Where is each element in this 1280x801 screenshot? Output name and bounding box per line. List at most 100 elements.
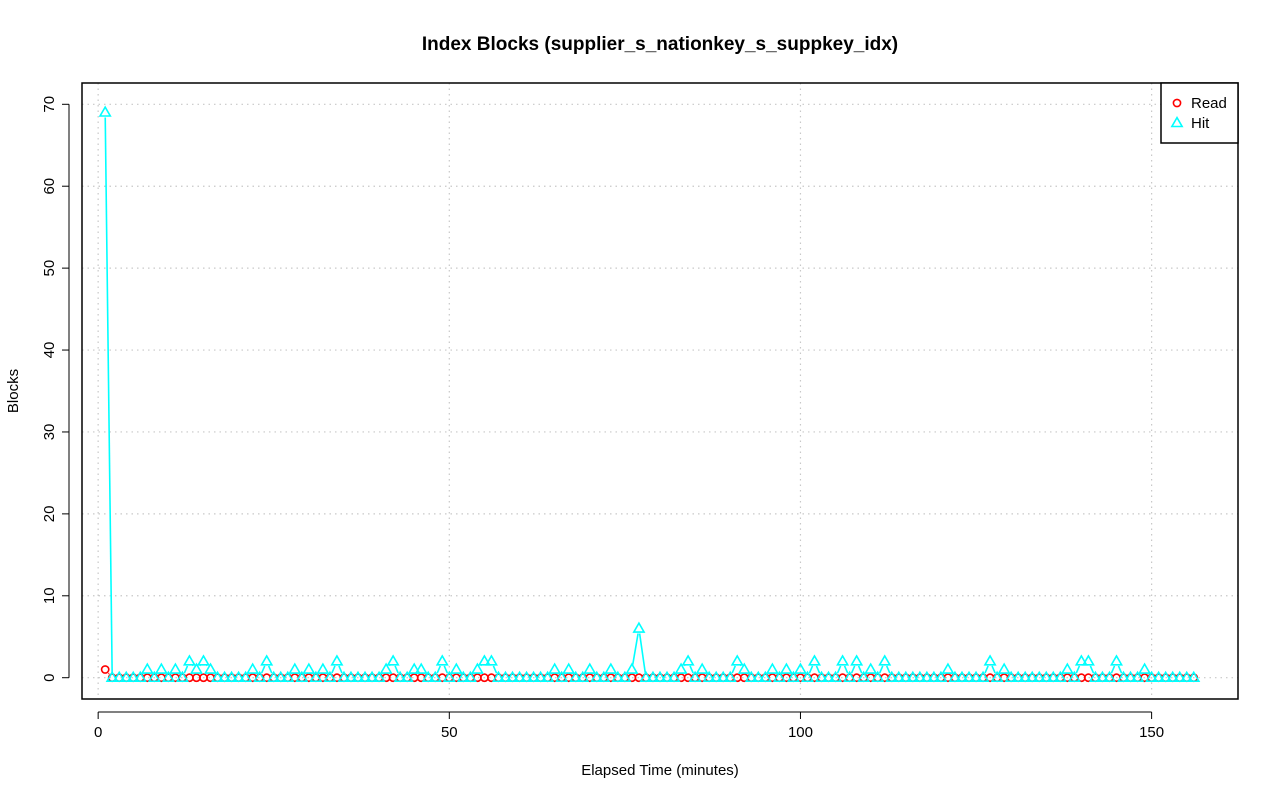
hit-point [920, 670, 934, 683]
hit-line-segment [1117, 665, 1123, 674]
hit-point [105, 670, 119, 683]
y-axis: 0 10 20 30 40 50 60 70 [41, 96, 70, 682]
hit-point [168, 662, 182, 674]
hit-point [1159, 670, 1173, 683]
hit-point [850, 654, 864, 666]
hit-point [1138, 662, 1152, 674]
hit-point [407, 662, 421, 674]
legend-read-icon [1172, 98, 1182, 108]
hit-point [548, 662, 562, 674]
hit-point [351, 670, 365, 683]
hit-point [1173, 670, 1187, 683]
hit-line-segment [808, 665, 814, 674]
hit-point [590, 670, 604, 683]
hit-point [372, 670, 386, 683]
hit-point [288, 662, 302, 674]
y-tick-label: 40 [41, 342, 58, 359]
chart-title: Index Blocks (supplier_s_nationkey_s_sup… [422, 34, 898, 55]
hit-point [344, 670, 358, 683]
y-tick-label: 60 [41, 178, 58, 195]
hit-point [618, 670, 632, 683]
hit-line-segment [183, 665, 189, 674]
hit-point [1053, 670, 1067, 683]
hit-point [1025, 670, 1039, 683]
hit-point [527, 670, 541, 683]
plot-border [81, 82, 1239, 700]
hit-line-segment [104, 117, 113, 673]
hit-point [182, 654, 196, 666]
hit-point [477, 654, 491, 666]
hit-point [1032, 670, 1046, 683]
y-tick-label: 10 [41, 587, 58, 604]
hit-point [702, 670, 716, 683]
hit-line-segment [731, 665, 737, 674]
hit-point [456, 670, 470, 683]
legend-hit-label: Hit [1191, 115, 1210, 132]
hit-point [899, 670, 913, 683]
hit-point [232, 670, 246, 683]
hit-point [786, 670, 800, 683]
hit-line-segment [815, 665, 821, 674]
hit-point [498, 670, 513, 683]
hit-line-segment [991, 665, 996, 674]
hit-point [309, 670, 323, 683]
hit-point [1046, 670, 1060, 683]
hit-line-segment [689, 665, 694, 674]
hit-point [253, 670, 267, 683]
y-tick-label: 20 [41, 506, 58, 523]
hit-point [267, 670, 281, 683]
hit-point [1145, 670, 1159, 683]
hit-point [260, 654, 274, 666]
x-tick-label: 150 [1139, 724, 1164, 741]
hit-point [1124, 670, 1138, 683]
y-tick-label: 50 [41, 260, 58, 277]
hit-point [969, 670, 983, 683]
hit-point [330, 654, 344, 666]
hit-line-segment [436, 665, 442, 674]
series-points [98, 105, 1201, 683]
hit-point [836, 654, 850, 666]
hit-point [941, 662, 955, 674]
hit-point [323, 670, 337, 683]
legend-read-label: Read [1191, 95, 1227, 112]
hit-point [772, 670, 786, 683]
hit-point [871, 670, 885, 683]
hit-point [1081, 654, 1095, 666]
y-tick-label: 70 [41, 96, 58, 113]
y-tick-label: 30 [41, 424, 58, 441]
hit-point [484, 654, 498, 666]
hit-point [997, 662, 1011, 674]
hit-point [246, 662, 260, 674]
hit-point [204, 662, 218, 674]
hit-line-segment [885, 665, 891, 674]
hit-point [1109, 654, 1124, 666]
hit-point [491, 670, 505, 683]
hit-line-segment [850, 665, 856, 674]
hit-line-segment [638, 633, 647, 673]
hit-line-segment [836, 665, 842, 674]
hit-point [976, 670, 990, 683]
hit-point [302, 662, 316, 674]
hit-point [744, 670, 758, 683]
hit-line-segment [267, 665, 273, 674]
hit-line-segment [1110, 665, 1116, 674]
hit-point [506, 670, 520, 683]
hit-point [147, 670, 161, 683]
hit-point [1088, 670, 1102, 683]
hit-line-segment [878, 665, 884, 674]
hit-point [800, 670, 814, 683]
hit-point [1011, 670, 1025, 683]
hit-point [133, 670, 147, 683]
hit-line-segment [1075, 665, 1081, 674]
hit-point [667, 670, 681, 683]
hit-point [723, 670, 737, 683]
hit-point [737, 662, 751, 674]
y-axis-label: Blocks [5, 369, 22, 413]
legend-hit-icon [1170, 115, 1184, 128]
hit-point [154, 662, 168, 674]
y-tick-label: 0 [41, 674, 58, 682]
x-tick-label: 50 [441, 724, 458, 741]
hit-point [211, 670, 225, 683]
hit-point [730, 654, 744, 666]
grid [82, 83, 1238, 699]
